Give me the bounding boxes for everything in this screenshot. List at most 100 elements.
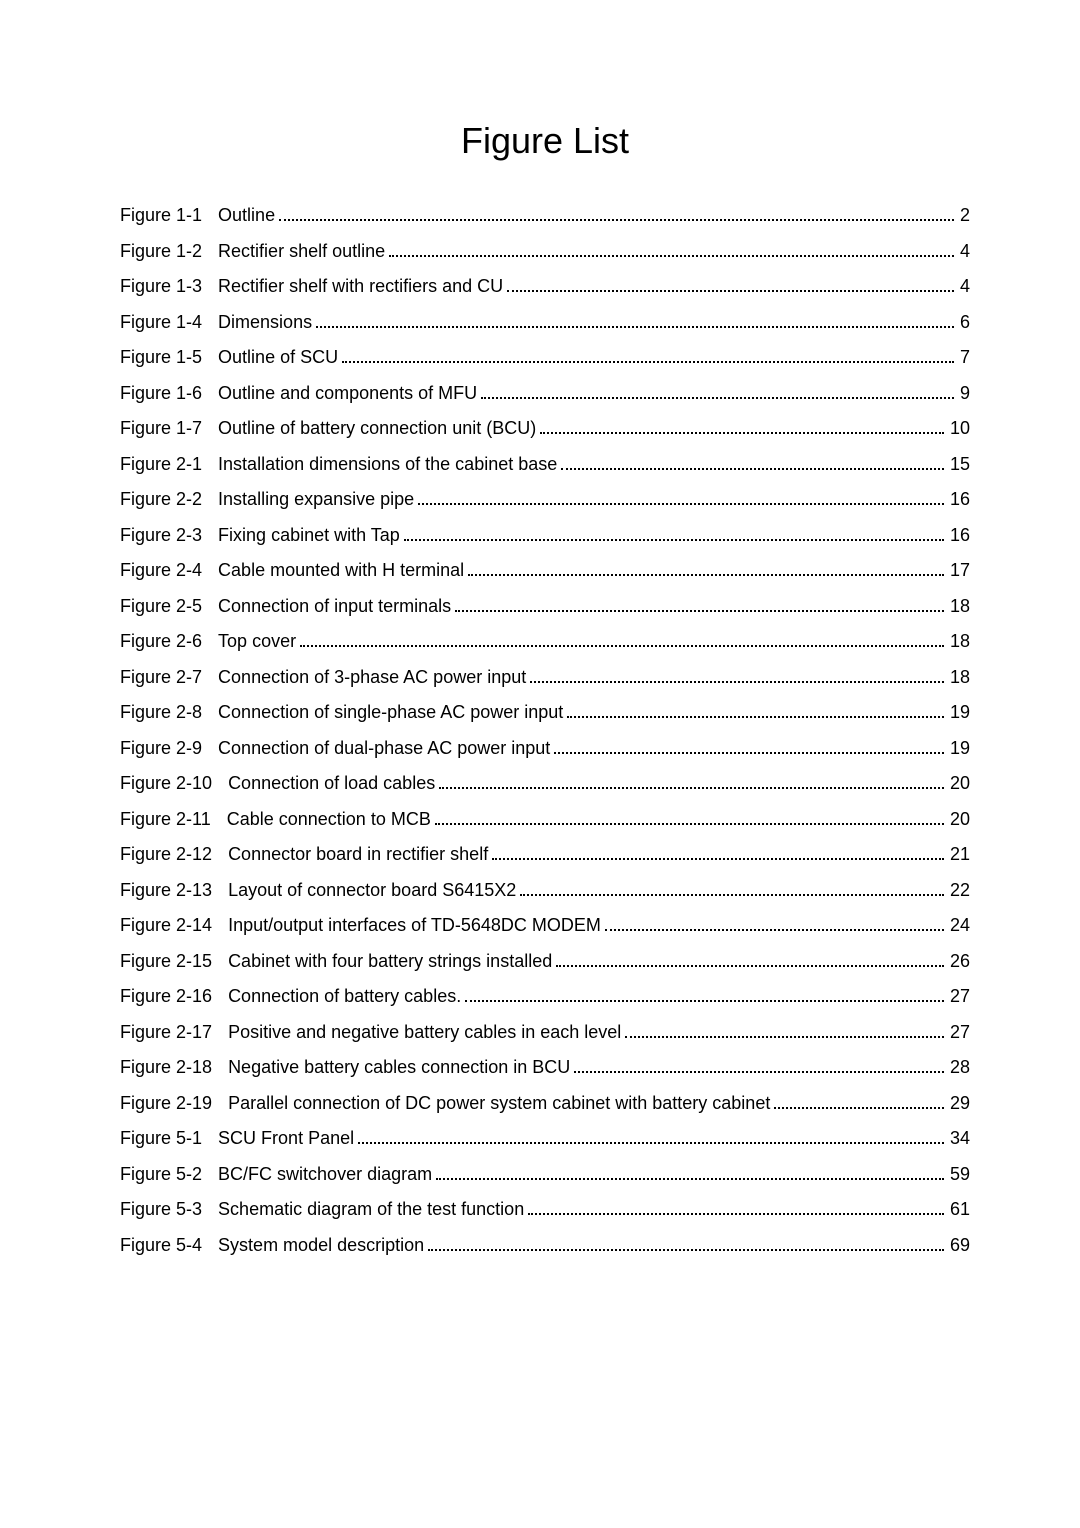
- figure-label: Figure 2-1: [120, 455, 218, 473]
- figure-description: Cable mounted with H terminal: [218, 561, 464, 579]
- figure-entry: Figure 2-9Connection of dual-phase AC po…: [120, 739, 970, 758]
- figure-entry: Figure 1-5Outline of SCU7: [120, 348, 970, 367]
- page-number: 10: [948, 419, 970, 437]
- figure-entry: Figure 1-1Outline2: [120, 206, 970, 225]
- figure-label: Figure 1-6: [120, 384, 218, 402]
- leader-dots: [507, 290, 954, 292]
- figure-description: Outline of SCU: [218, 348, 338, 366]
- page-number: 34: [948, 1129, 970, 1147]
- figure-label: Figure 1-3: [120, 277, 218, 295]
- page-number: 9: [958, 384, 970, 402]
- figure-label: Figure 2-18: [120, 1058, 228, 1076]
- figure-label: Figure 5-1: [120, 1129, 218, 1147]
- figure-label: Figure 2-9: [120, 739, 218, 757]
- leader-dots: [481, 397, 954, 399]
- figure-label: Figure 2-13: [120, 881, 228, 899]
- leader-dots: [468, 574, 944, 576]
- figure-label: Figure 2-3: [120, 526, 218, 544]
- page-number: 26: [948, 952, 970, 970]
- figure-entry: Figure 2-18Negative battery cables conne…: [120, 1058, 970, 1077]
- page-number: 20: [948, 810, 970, 828]
- page-number: 6: [958, 313, 970, 331]
- page-number: 16: [948, 526, 970, 544]
- leader-dots: [439, 787, 944, 789]
- figure-entry: Figure 2-14Input/output interfaces of TD…: [120, 916, 970, 935]
- figure-entry: Figure 5-2BC/FC switchover diagram59: [120, 1165, 970, 1184]
- figure-entry: Figure 2-3Fixing cabinet with Tap 16: [120, 526, 970, 545]
- figure-entry: Figure 1-7Outline of battery connection …: [120, 419, 970, 438]
- page-number: 20: [948, 774, 970, 792]
- figure-description: Connector board in rectifier shelf: [228, 845, 488, 863]
- figure-entry: Figure 2-16Connection of battery cables.…: [120, 987, 970, 1006]
- leader-dots: [342, 361, 954, 363]
- leader-dots: [556, 965, 944, 967]
- figure-description: Top cover: [218, 632, 296, 650]
- figure-entry: Figure 2-15Cabinet with four battery str…: [120, 952, 970, 971]
- figure-entry: Figure 2-6Top cover18: [120, 632, 970, 651]
- figure-description: Parallel connection of DC power system c…: [228, 1094, 770, 1112]
- figure-description: Input/output interfaces of TD-5648DC MOD…: [228, 916, 601, 934]
- leader-dots: [418, 503, 944, 505]
- figure-description: Layout of connector board S6415X2: [228, 881, 516, 899]
- leader-dots: [300, 645, 944, 647]
- figure-description: Cabinet with four battery strings instal…: [228, 952, 552, 970]
- figure-description: Dimensions: [218, 313, 312, 331]
- page-number: 21: [948, 845, 970, 863]
- leader-dots: [520, 894, 944, 896]
- figure-entry: Figure 5-1SCU Front Panel 34: [120, 1129, 970, 1148]
- figure-description: SCU Front Panel: [218, 1129, 354, 1147]
- document-page: Figure List Figure 1-1Outline2 Figure 1-2…: [0, 0, 1080, 1528]
- page-number: 19: [948, 703, 970, 721]
- page-number: 15: [948, 455, 970, 473]
- figure-description: Outline and components of MFU: [218, 384, 477, 402]
- figure-label: Figure 2-16: [120, 987, 228, 1005]
- leader-dots: [465, 1000, 944, 1002]
- leader-dots: [774, 1107, 944, 1109]
- page-number: 61: [948, 1200, 970, 1218]
- leader-dots: [455, 610, 944, 612]
- page-title: Figure List: [120, 120, 970, 162]
- leader-dots: [428, 1249, 944, 1251]
- leader-dots: [530, 681, 944, 683]
- figure-entry: Figure 1-6Outline and components of MFU 9: [120, 384, 970, 403]
- leader-dots: [574, 1071, 944, 1073]
- page-number: 7: [958, 348, 970, 366]
- leader-dots: [389, 255, 954, 257]
- figure-label: Figure 1-7: [120, 419, 218, 437]
- figure-label: Figure 2-4: [120, 561, 218, 579]
- figure-description: Fixing cabinet with Tap: [218, 526, 400, 544]
- leader-dots: [554, 752, 944, 754]
- figure-entry: Figure 2-8Connection of single-phase AC …: [120, 703, 970, 722]
- figure-label: Figure 2-6: [120, 632, 218, 650]
- figure-description: Cable connection to MCB: [227, 810, 431, 828]
- leader-dots: [492, 858, 944, 860]
- leader-dots: [540, 432, 944, 434]
- leader-dots: [358, 1142, 944, 1144]
- leader-dots: [528, 1213, 944, 1215]
- leader-dots: [435, 823, 944, 825]
- page-number: 27: [948, 1023, 970, 1041]
- page-number: 2: [958, 206, 970, 224]
- figure-label: Figure 2-10: [120, 774, 228, 792]
- figure-entry: Figure 5-4System model description69: [120, 1236, 970, 1255]
- figure-description: Installation dimensions of the cabinet b…: [218, 455, 557, 473]
- page-number: 22: [948, 881, 970, 899]
- page-number: 29: [948, 1094, 970, 1112]
- figure-label: Figure 2-7: [120, 668, 218, 686]
- figure-label: Figure 2-19: [120, 1094, 228, 1112]
- leader-dots: [625, 1036, 944, 1038]
- figure-label: Figure 1-4: [120, 313, 218, 331]
- figure-entry: Figure 2-1Installation dimensions of the…: [120, 455, 970, 474]
- page-number: 24: [948, 916, 970, 934]
- leader-dots: [316, 326, 954, 328]
- figure-description: Schematic diagram of the test function: [218, 1200, 524, 1218]
- figure-entry: Figure 2-12Connector board in rectifier …: [120, 845, 970, 864]
- figure-entry: Figure 2-10Connection of load cables20: [120, 774, 970, 793]
- page-number: 18: [948, 668, 970, 686]
- figure-label: Figure 1-2: [120, 242, 218, 260]
- page-number: 27: [948, 987, 970, 1005]
- figure-entry: Figure 1-4Dimensions 6: [120, 313, 970, 332]
- figure-label: Figure 2-14: [120, 916, 228, 934]
- figure-entry: Figure 2-7Connection of 3-phase AC power…: [120, 668, 970, 687]
- figure-description: Connection of input terminals: [218, 597, 451, 615]
